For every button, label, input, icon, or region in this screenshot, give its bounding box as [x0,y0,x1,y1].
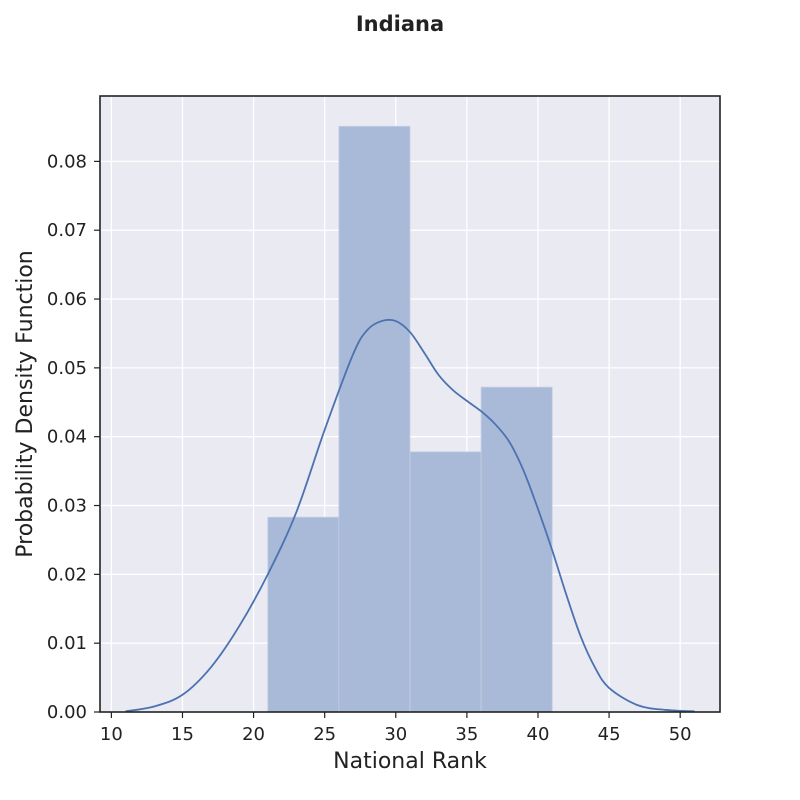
y-tick-label: 0.08 [47,151,87,172]
histogram-bars [267,125,553,713]
y-tick-label: 0.02 [47,564,87,585]
histogram-bar [480,386,553,713]
y-tick-label: 0.04 [47,427,87,448]
x-tick-label: 25 [313,724,336,745]
axes-frame [99,95,721,713]
x-tick-label: 15 [171,724,194,745]
x-tick-label: 40 [527,724,550,745]
x-tick-label: 45 [598,724,621,745]
histogram-bar [409,451,482,713]
y-tick-label: 0.06 [47,289,87,310]
x-tick-label: 10 [100,724,123,745]
x-axis-label: National Rank [333,749,487,774]
x-axis-ticks: 10 15 20 25 30 35 40 45 50 [100,712,692,745]
y-tick-label: 0.01 [47,633,87,654]
y-axis-label: Probability Density Function [13,250,38,558]
x-tick-label: 50 [669,724,692,745]
x-tick-label: 20 [242,724,265,745]
y-tick-label: 0.03 [47,496,87,517]
kde-curve [125,318,695,713]
histogram-bar [267,516,340,713]
histogram-bar [338,125,411,713]
y-tick-label: 0.05 [47,358,87,379]
chart-title: Indiana [355,12,445,36]
y-tick-label: 0.07 [47,220,87,241]
y-axis-ticks: 0.00 0.01 0.02 0.03 0.04 0.05 0.06 0.07 0.08 [47,151,100,723]
y-tick-label: 0.00 [47,702,87,723]
x-tick-label: 30 [384,724,407,745]
x-tick-label: 35 [455,724,478,745]
